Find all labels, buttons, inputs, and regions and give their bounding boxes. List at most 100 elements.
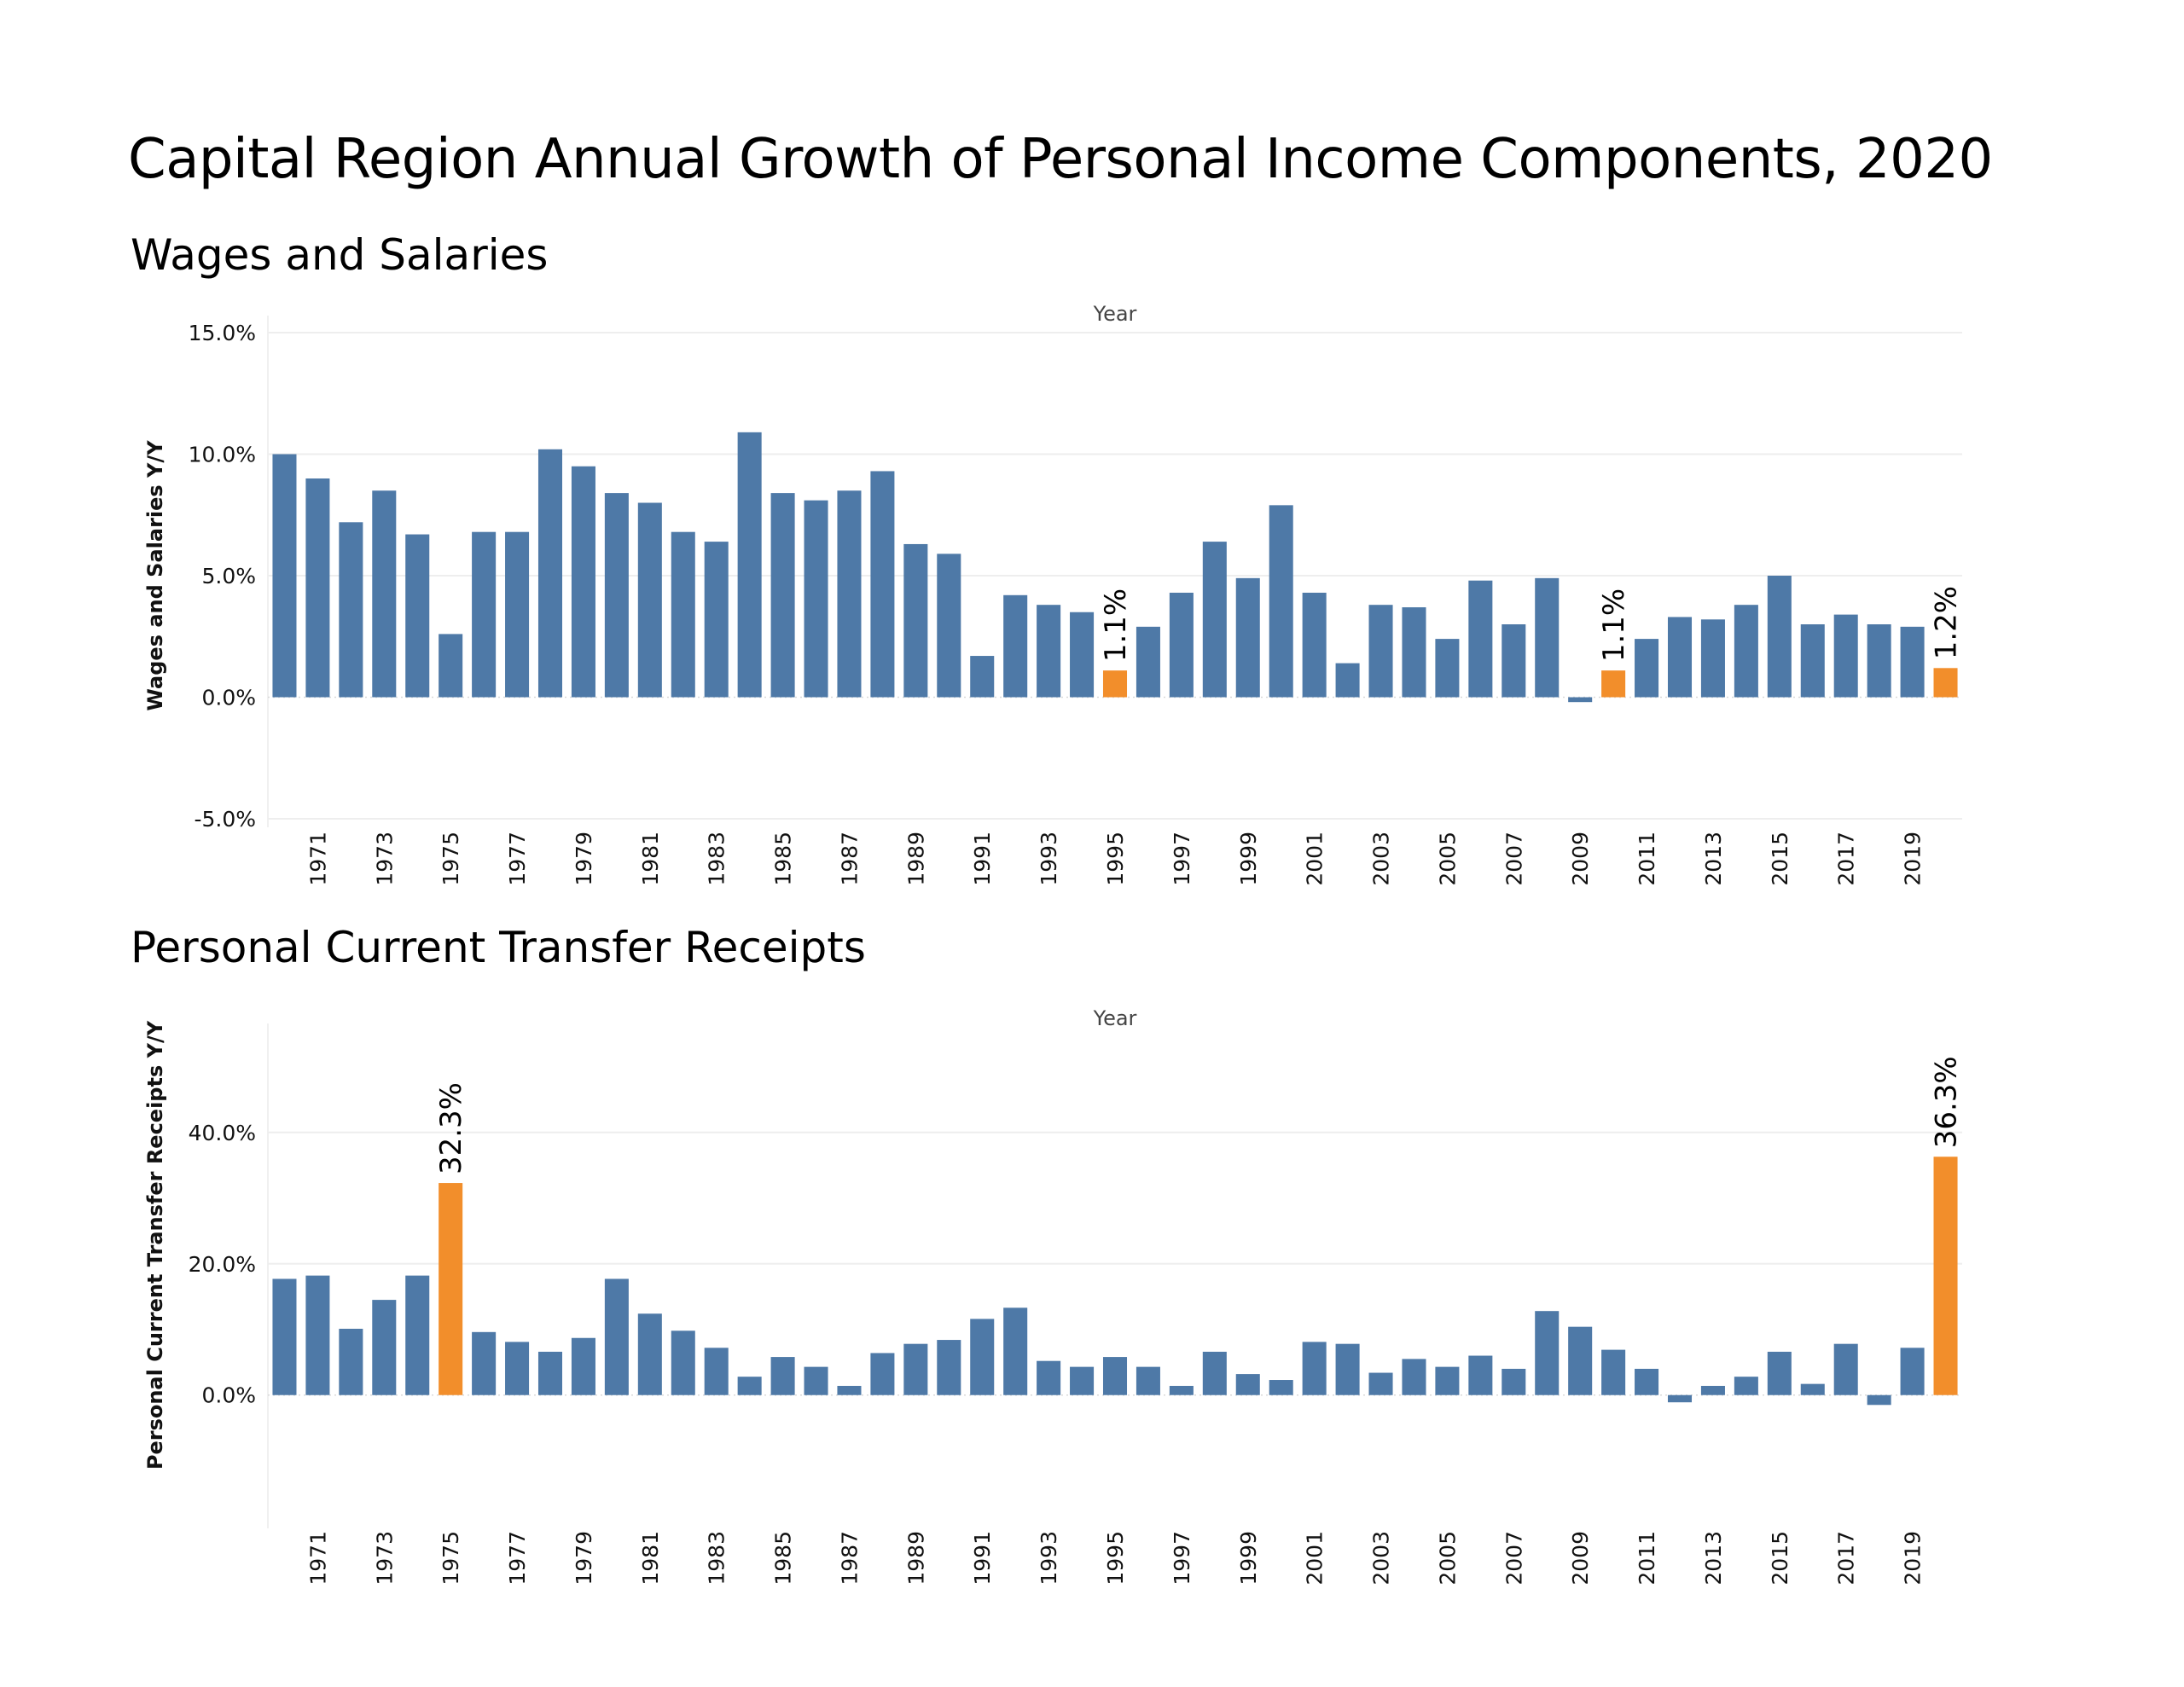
- bar-1987[interactable]: [837, 1385, 862, 1395]
- bar-1986[interactable]: [804, 500, 828, 698]
- bar-1990[interactable]: [937, 1340, 961, 1395]
- bar-1973[interactable]: [372, 1300, 397, 1395]
- bar-1983[interactable]: [704, 1348, 729, 1395]
- bar-1989[interactable]: [903, 1343, 928, 1395]
- bar-1996[interactable]: [1136, 626, 1160, 698]
- bar-1986[interactable]: [804, 1366, 828, 1395]
- bar-2009[interactable]: [1568, 697, 1593, 703]
- bar-1974[interactable]: [405, 1275, 430, 1395]
- bar-1988[interactable]: [870, 1353, 895, 1395]
- bar-1977[interactable]: [505, 1342, 530, 1395]
- bar-1974[interactable]: [405, 534, 430, 698]
- bar-2007[interactable]: [1502, 624, 1526, 698]
- bar-2016[interactable]: [1800, 624, 1825, 698]
- bar-highlighted-2020[interactable]: [1933, 668, 1958, 698]
- bar-1990[interactable]: [937, 554, 961, 698]
- bar-1981[interactable]: [637, 502, 662, 698]
- bar-1984[interactable]: [737, 1377, 762, 1395]
- bar-2008[interactable]: [1535, 577, 1560, 698]
- bar-1987[interactable]: [837, 490, 862, 698]
- bar-highlighted-2020[interactable]: [1933, 1157, 1958, 1395]
- bar-2012[interactable]: [1667, 1394, 1693, 1403]
- bar-2010[interactable]: [1601, 1349, 1626, 1395]
- bar-1976[interactable]: [472, 1331, 497, 1395]
- bar-2019[interactable]: [1900, 1348, 1925, 1395]
- bar-1988[interactable]: [870, 471, 895, 698]
- bar-2019[interactable]: [1900, 626, 1925, 698]
- bar-2018[interactable]: [1867, 624, 1891, 698]
- bar-1971[interactable]: [305, 478, 330, 698]
- bar-1997[interactable]: [1169, 1385, 1194, 1395]
- bar-2016[interactable]: [1800, 1383, 1825, 1395]
- bar-1994[interactable]: [1070, 612, 1095, 698]
- bar-highlighted-1975[interactable]: [439, 1183, 463, 1395]
- bar-1972[interactable]: [339, 522, 363, 698]
- bar-1994[interactable]: [1070, 1366, 1095, 1395]
- bar-2008[interactable]: [1535, 1311, 1560, 1395]
- bar-1998[interactable]: [1202, 1351, 1227, 1395]
- bar-2004[interactable]: [1402, 1359, 1426, 1395]
- bar-1970[interactable]: [272, 1278, 297, 1395]
- bar-1981[interactable]: [637, 1313, 662, 1395]
- bar-1980[interactable]: [604, 1278, 629, 1395]
- bar-2003[interactable]: [1368, 1372, 1393, 1395]
- bar-1991[interactable]: [970, 656, 995, 698]
- bar-highlighted-1995[interactable]: [1102, 670, 1128, 698]
- bar-1971[interactable]: [305, 1275, 330, 1395]
- bar-2000[interactable]: [1269, 1380, 1293, 1395]
- bar-1979[interactable]: [571, 1337, 595, 1395]
- bar-2018[interactable]: [1867, 1394, 1891, 1406]
- bar-2001[interactable]: [1302, 592, 1327, 698]
- bar-1997[interactable]: [1169, 592, 1194, 698]
- bar-2000[interactable]: [1269, 505, 1293, 698]
- bar-2002[interactable]: [1335, 663, 1360, 698]
- bar-1982[interactable]: [671, 531, 695, 698]
- bar-2005[interactable]: [1435, 639, 1460, 698]
- bar-1998[interactable]: [1202, 542, 1227, 698]
- bar-2001[interactable]: [1302, 1342, 1327, 1395]
- bar-2014[interactable]: [1734, 1377, 1758, 1395]
- bar-1992[interactable]: [1003, 594, 1028, 698]
- bar-2017[interactable]: [1833, 614, 1858, 698]
- bar-1995[interactable]: [1102, 1357, 1128, 1395]
- bar-1992[interactable]: [1003, 1307, 1028, 1395]
- bar-1989[interactable]: [903, 543, 928, 698]
- bar-1973[interactable]: [372, 490, 397, 698]
- bar-1999[interactable]: [1235, 1374, 1260, 1395]
- bar-2013[interactable]: [1700, 1385, 1725, 1395]
- bar-2013[interactable]: [1700, 619, 1725, 698]
- bar-2015[interactable]: [1767, 1351, 1792, 1395]
- bar-2006[interactable]: [1468, 580, 1493, 698]
- bar-1976[interactable]: [472, 531, 497, 698]
- bar-1985[interactable]: [770, 493, 795, 698]
- bar-1977[interactable]: [505, 531, 530, 698]
- bar-2002[interactable]: [1335, 1343, 1360, 1395]
- bar-1982[interactable]: [671, 1330, 695, 1395]
- bar-2003[interactable]: [1368, 605, 1393, 698]
- bar-highlighted-2010[interactable]: [1601, 670, 1626, 698]
- bar-1983[interactable]: [704, 542, 729, 698]
- bar-1985[interactable]: [770, 1357, 795, 1395]
- bar-1972[interactable]: [339, 1328, 363, 1395]
- bar-2009[interactable]: [1568, 1326, 1593, 1395]
- bar-1996[interactable]: [1136, 1366, 1160, 1395]
- bar-2015[interactable]: [1767, 576, 1792, 698]
- bar-2012[interactable]: [1667, 617, 1693, 698]
- bar-1993[interactable]: [1037, 1360, 1061, 1395]
- bar-1993[interactable]: [1037, 605, 1061, 698]
- bar-1999[interactable]: [1235, 577, 1260, 698]
- bar-2005[interactable]: [1435, 1366, 1460, 1395]
- bar-2004[interactable]: [1402, 607, 1426, 698]
- bar-1991[interactable]: [970, 1319, 995, 1395]
- bar-2014[interactable]: [1734, 605, 1758, 698]
- bar-2006[interactable]: [1468, 1355, 1493, 1395]
- bar-2011[interactable]: [1635, 1368, 1659, 1395]
- bar-1978[interactable]: [537, 1351, 563, 1395]
- bar-1975[interactable]: [439, 634, 463, 698]
- bar-2017[interactable]: [1833, 1343, 1858, 1395]
- bar-1979[interactable]: [571, 466, 595, 698]
- bar-2007[interactable]: [1502, 1368, 1526, 1395]
- bar-1978[interactable]: [537, 449, 563, 698]
- bar-2011[interactable]: [1635, 639, 1659, 698]
- bar-1980[interactable]: [604, 493, 629, 698]
